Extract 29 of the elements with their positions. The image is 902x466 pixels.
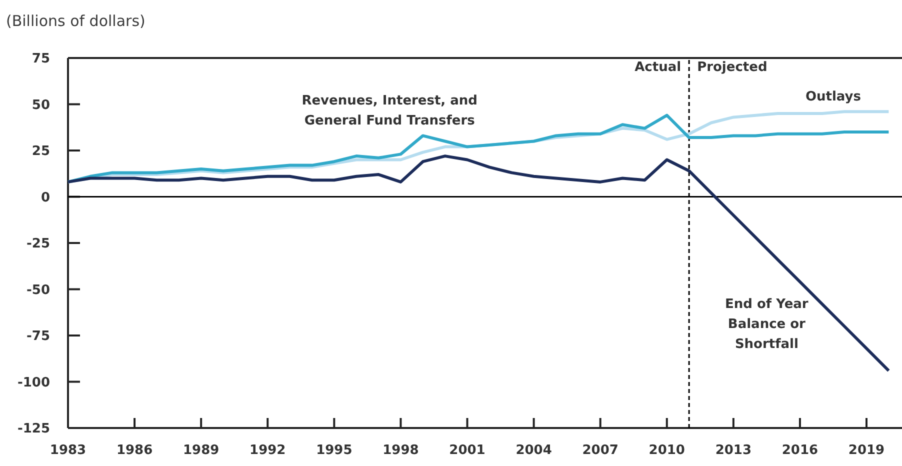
series-label: Revenues, Interest, and General Fund Transfers — [302, 93, 478, 128]
y-tick-label: -50 — [26, 282, 50, 298]
line-series — [66, 154, 890, 372]
x-tick-label: 1995 — [316, 443, 352, 458]
y-tick-label: -125 — [17, 422, 50, 437]
x-tick-label: 2001 — [449, 443, 486, 458]
annotation: Actual — [634, 60, 682, 75]
series-label: Outlays — [805, 90, 862, 105]
y-tick-label: 25 — [32, 144, 50, 160]
x-tick-label: 2016 — [782, 443, 818, 458]
x-tick-label: 2004 — [516, 443, 552, 458]
x-tick-label: 1998 — [382, 443, 419, 458]
y-tick-label: -25 — [26, 236, 50, 252]
x-tick-label: 1986 — [116, 443, 153, 458]
series-label: End of Year Balance or Shortfall — [725, 296, 809, 352]
y-tick-label: -75 — [26, 329, 50, 344]
x-tick-label: 2019 — [848, 443, 885, 458]
x-tick-label: 1992 — [250, 443, 286, 458]
x-tick-label: 1983 — [50, 443, 86, 458]
y-tick-label: 0 — [40, 190, 50, 206]
y-axis-title: (Billions of dollars) — [6, 12, 146, 30]
x-tick-label: 2010 — [648, 443, 685, 458]
x-tick-label: 1989 — [182, 443, 220, 458]
y-tick-label: -100 — [17, 375, 50, 390]
y-tick-label: 75 — [32, 52, 50, 67]
x-tick-label: 2007 — [582, 443, 618, 458]
y-tick-label: 50 — [32, 98, 50, 113]
x-tick-label: 2013 — [715, 443, 752, 458]
annotation: Projected — [697, 60, 768, 75]
